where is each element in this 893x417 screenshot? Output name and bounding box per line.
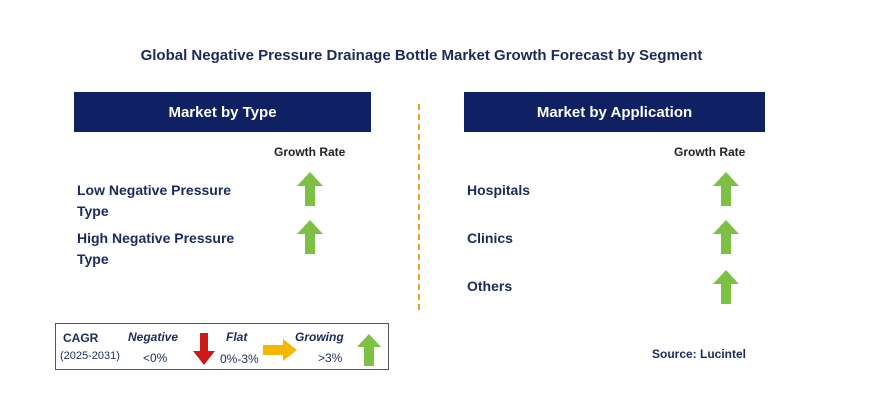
segment-label-others: Others [467, 278, 513, 294]
source-label: Source: Lucintel [652, 347, 747, 361]
panel-divider [418, 104, 420, 310]
right-arrow-icon [263, 339, 297, 361]
page-title: Global Negative Pressure Drainage Bottle… [140, 47, 703, 64]
legend-flat-label: Flat [226, 330, 248, 344]
type-growth-rate-label: Growth Rate [274, 145, 346, 159]
segment-label-low-negative-pressure: Low Negative Pressure Type [77, 182, 232, 219]
segment-label-hospitals: Hospitals [467, 182, 531, 198]
cagr-legend [55, 323, 389, 370]
legend-cagr-label: CAGR [63, 331, 99, 345]
legend-negative-label: Negative [128, 330, 179, 344]
legend-period: (2025-2031) [60, 350, 120, 362]
application-growth-rate-label: Growth Rate [674, 145, 746, 159]
legend-flat-range: 0%-3% [220, 352, 259, 366]
segment-label-clinics: Clinics [467, 230, 513, 246]
up-arrow-icon [357, 334, 381, 366]
up-arrow-icon [713, 220, 739, 254]
down-arrow-icon [193, 333, 215, 365]
up-arrow-icon [297, 220, 323, 254]
legend-growing-label: Growing [295, 330, 344, 344]
segment-label-high-negative-pressure: High Negative Pressure Type [77, 230, 235, 267]
market-by-application-header: Market by Application [464, 92, 765, 132]
legend-negative-range: <0% [143, 351, 168, 365]
up-arrow-icon [713, 172, 739, 206]
up-arrow-icon [713, 270, 739, 304]
market-by-type-header: Market by Type [74, 92, 371, 132]
up-arrow-icon [297, 172, 323, 206]
legend-growing-range: >3% [318, 351, 343, 365]
